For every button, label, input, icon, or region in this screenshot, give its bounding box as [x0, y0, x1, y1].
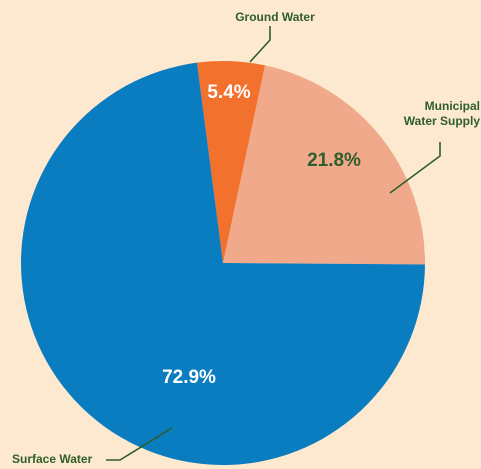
pie-slice — [20, 62, 425, 466]
pie-slice — [196, 61, 266, 263]
slices — [20, 61, 425, 466]
value-label: 5.4% — [207, 82, 250, 103]
value-label: 72.9% — [162, 367, 216, 388]
value-label: 21.8% — [307, 150, 361, 171]
category-label: Surface Water — [12, 452, 93, 466]
leader-line — [249, 26, 271, 63]
pie-slice — [223, 65, 425, 265]
leader-line — [389, 142, 441, 194]
leader-line — [106, 427, 173, 461]
category-label: Municipal Water Supply — [403, 99, 480, 128]
category-label: Ground Water — [235, 10, 315, 24]
